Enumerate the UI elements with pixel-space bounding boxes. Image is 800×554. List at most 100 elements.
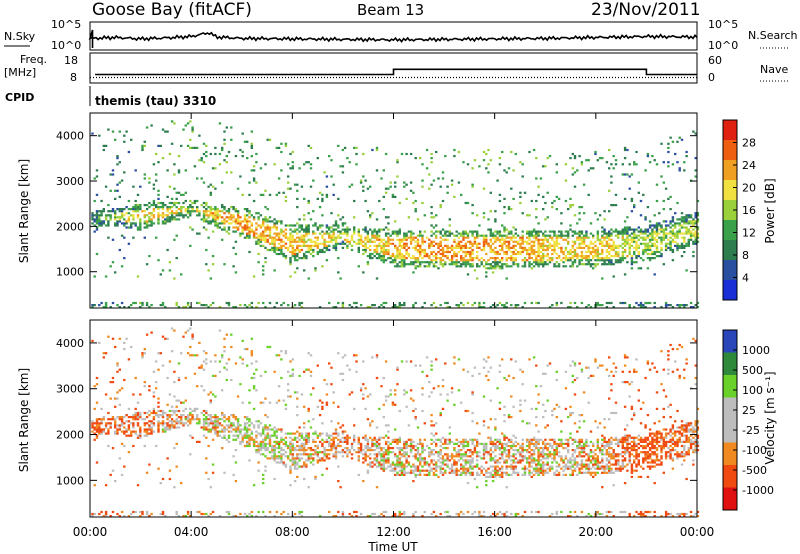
- power-cell: [191, 201, 194, 205]
- velocity-cell: [357, 473, 360, 476]
- power-cell: [480, 257, 483, 260]
- velocity-cell: [120, 442, 124, 445]
- power-cell: [405, 183, 408, 186]
- power-cell: [537, 265, 540, 268]
- velocity-cell: [375, 438, 379, 441]
- power-cell: [375, 148, 379, 152]
- power-cell: [225, 220, 228, 223]
- velocity-cell: [398, 515, 401, 518]
- velocity-cell: [191, 337, 194, 340]
- power-cell: [91, 132, 94, 135]
- velocity-cell: [430, 451, 433, 454]
- velocity-cell: [114, 397, 117, 400]
- power-cell: [603, 263, 606, 266]
- velocity-cell: [248, 436, 251, 439]
- velocity-cell: [296, 444, 299, 448]
- power-cell: [95, 226, 99, 229]
- power-cell: [421, 201, 424, 205]
- velocity-cell: [435, 461, 438, 464]
- velocity-cell: [346, 436, 349, 439]
- power-cell: [375, 252, 379, 256]
- power-cell: [580, 257, 584, 260]
- power-cell: [560, 212, 563, 215]
- power-cell: [596, 257, 599, 260]
- velocity-cell: [378, 438, 381, 441]
- power-cell: [209, 210, 212, 213]
- power-cell: [471, 167, 474, 170]
- power-cell: [692, 130, 695, 133]
- power-cell: [321, 242, 324, 245]
- power-colorbar-segment: [723, 280, 737, 300]
- power-cell: [346, 240, 349, 243]
- power-cell: [651, 228, 654, 231]
- velocity-cell: [373, 512, 376, 516]
- power-cell: [498, 157, 502, 160]
- power-cell: [161, 212, 165, 215]
- velocity-cell: [193, 372, 197, 375]
- velocity-cell: [391, 403, 395, 406]
- velocity-cell: [432, 471, 436, 474]
- power-cell: [457, 242, 461, 245]
- power-cell: [523, 240, 527, 243]
- power-cell: [412, 201, 415, 205]
- power-cell: [496, 179, 499, 182]
- velocity-cell: [400, 455, 404, 458]
- power-cell: [512, 250, 515, 254]
- power-cell: [450, 248, 454, 252]
- power-cell: [446, 238, 449, 241]
- power-cell: [594, 255, 597, 258]
- velocity-cell: [184, 422, 187, 425]
- velocity-cell: [202, 420, 206, 423]
- power-cell: [350, 236, 354, 239]
- power-cell: [501, 246, 504, 249]
- power-cell: [145, 204, 149, 207]
- power-cell: [437, 177, 440, 180]
- velocity-cell: [246, 426, 249, 429]
- velocity-cell: [405, 405, 408, 408]
- power-cell: [514, 232, 517, 235]
- power-cell: [664, 301, 668, 305]
- power-cell: [614, 259, 618, 262]
- velocity-cell: [280, 453, 283, 456]
- power-cell: [412, 238, 415, 241]
- power-cell: [655, 224, 659, 227]
- power-cell: [512, 234, 515, 237]
- power-cell: [114, 197, 117, 200]
- velocity-cell: [246, 440, 249, 443]
- power-cell: [680, 226, 684, 229]
- power-cell: [505, 228, 508, 231]
- power-cell: [450, 255, 454, 258]
- power-cell: [685, 226, 688, 229]
- power-cell: [535, 257, 538, 260]
- power-cell: [264, 216, 267, 219]
- velocity-cell: [414, 449, 417, 452]
- velocity-cell: [173, 409, 176, 413]
- velocity-cell: [316, 436, 319, 439]
- power-cell: [687, 238, 690, 241]
- power-cell: [207, 185, 210, 188]
- power-cell: [687, 242, 690, 245]
- power-cell: [464, 250, 467, 254]
- power-cell: [646, 252, 650, 256]
- velocity-cell: [398, 440, 401, 443]
- power-cell: [621, 173, 624, 176]
- power-cell: [523, 263, 527, 266]
- power-cell: [382, 257, 385, 260]
- power-cell: [428, 246, 431, 249]
- velocity-cell: [421, 449, 424, 452]
- velocity-cell: [394, 389, 397, 392]
- power-cell: [202, 181, 206, 184]
- power-cell: [123, 236, 126, 239]
- power-cell: [612, 230, 615, 233]
- power-cell: [291, 234, 294, 237]
- power-cell: [578, 232, 581, 235]
- power-cell: [159, 206, 162, 209]
- power-cell: [564, 246, 568, 249]
- power-cell: [277, 238, 281, 241]
- power-cell: [544, 263, 547, 266]
- velocity-cell: [214, 420, 217, 423]
- velocity-cell: [264, 444, 267, 448]
- velocity-cell: [143, 434, 146, 437]
- power-cell: [164, 204, 167, 207]
- power-cell: [152, 199, 156, 203]
